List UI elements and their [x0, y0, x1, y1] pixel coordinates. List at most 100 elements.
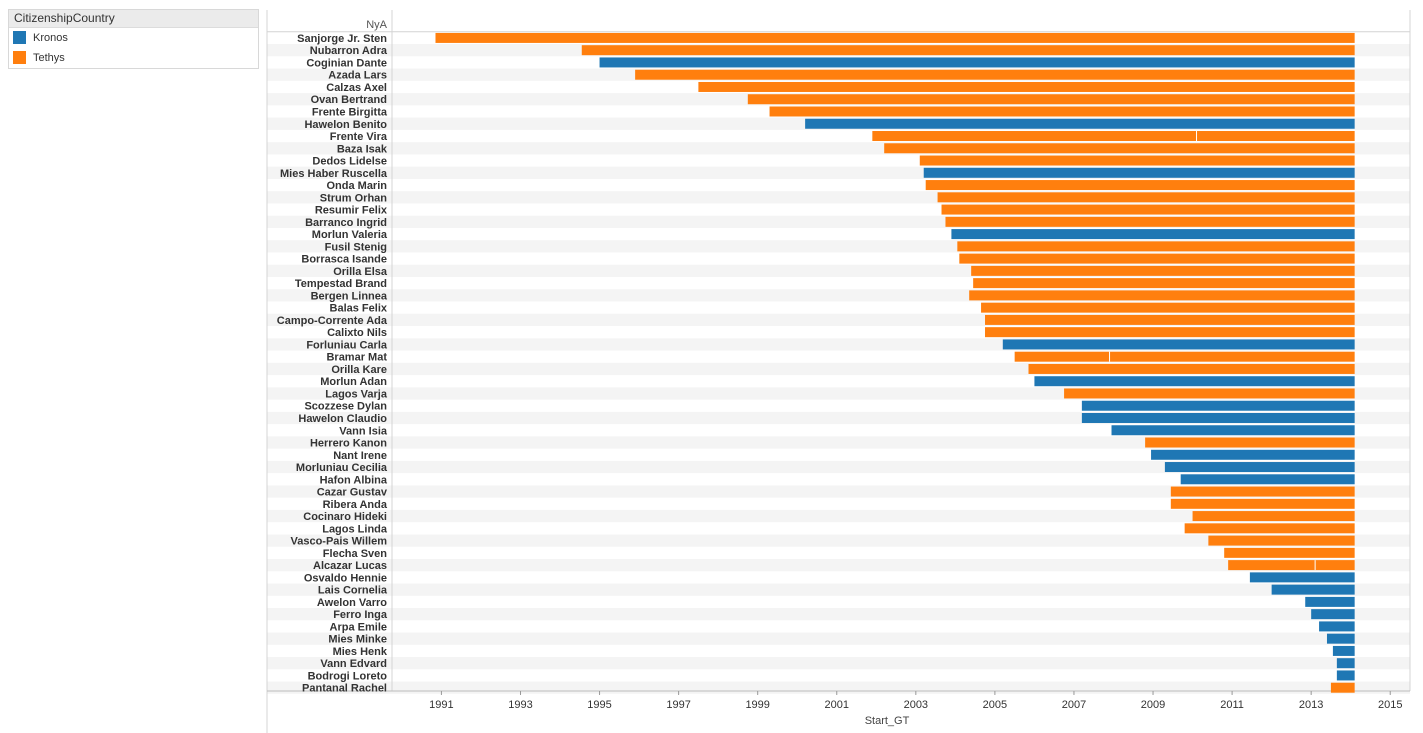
bar[interactable]: [769, 106, 1355, 117]
row-label: Vann Edvard: [320, 658, 387, 670]
bar[interactable]: [1170, 498, 1355, 509]
legend-item-kronos[interactable]: Kronos: [9, 28, 258, 48]
row-band: [267, 509, 1410, 523]
row-label: Lagos Linda: [322, 523, 388, 535]
bar[interactable]: [1326, 633, 1355, 644]
bar[interactable]: [959, 253, 1355, 264]
bar[interactable]: [1228, 560, 1355, 571]
bar[interactable]: [919, 155, 1355, 166]
bar[interactable]: [581, 45, 1355, 56]
row-band: [267, 681, 1410, 694]
bar[interactable]: [1164, 462, 1355, 473]
row-label: Onda Marin: [326, 180, 387, 192]
bar[interactable]: [1305, 596, 1355, 607]
bar[interactable]: [923, 167, 1355, 178]
x-tick-label: 2011: [1220, 699, 1244, 711]
bar[interactable]: [435, 32, 1355, 43]
bar[interactable]: [937, 192, 1355, 203]
row-label: Baza Isak: [337, 143, 388, 155]
bar[interactable]: [805, 118, 1355, 129]
bar[interactable]: [1319, 621, 1355, 632]
row-label: Dedos Lidelse: [312, 156, 387, 168]
row-label: Hawelon Benito: [304, 119, 387, 131]
row-label: Cazar Gustav: [317, 487, 388, 499]
bar[interactable]: [1151, 449, 1355, 460]
bar[interactable]: [1208, 535, 1355, 546]
bar[interactable]: [1170, 486, 1355, 497]
row-label: Orilla Kare: [331, 364, 387, 376]
x-tick-label: 2015: [1378, 699, 1402, 711]
bar[interactable]: [1184, 523, 1355, 534]
bar[interactable]: [1271, 584, 1355, 595]
bar[interactable]: [951, 229, 1355, 240]
x-tick-label: 1999: [745, 699, 769, 711]
row-label: Alcazar Lucas: [313, 560, 387, 572]
x-tick-label: 2001: [825, 699, 849, 711]
bar[interactable]: [1180, 474, 1355, 485]
bar[interactable]: [635, 69, 1355, 80]
x-tick-label: 1995: [587, 699, 611, 711]
bar[interactable]: [1145, 437, 1355, 448]
row-header-label: NyA: [366, 19, 387, 31]
bar[interactable]: [957, 241, 1355, 252]
legend-item-tethys[interactable]: Tethys: [9, 48, 258, 68]
bar[interactable]: [1028, 363, 1355, 374]
row-label: Tempestad Brand: [295, 278, 387, 290]
row-label: Flecha Sven: [323, 548, 387, 560]
row-band: [267, 460, 1410, 474]
row-label: Arpa Emile: [330, 621, 387, 633]
bar[interactable]: [1336, 670, 1355, 681]
bar[interactable]: [1081, 400, 1355, 411]
row-label: Nant Irene: [333, 450, 387, 462]
bar[interactable]: [1014, 351, 1355, 362]
bar[interactable]: [925, 180, 1355, 191]
row-label: Borrasca Isande: [301, 254, 387, 266]
bar[interactable]: [973, 278, 1355, 289]
bar[interactable]: [1064, 388, 1355, 399]
bar[interactable]: [981, 302, 1355, 313]
row-label: Morlun Valeria: [312, 229, 388, 241]
bar[interactable]: [985, 327, 1355, 338]
bar[interactable]: [1111, 425, 1355, 436]
bar[interactable]: [1002, 339, 1355, 350]
bar[interactable]: [1311, 609, 1355, 620]
row-label: Fusil Stenig: [325, 241, 387, 253]
row-label: Mies Minke: [328, 634, 387, 646]
bar[interactable]: [1332, 645, 1355, 656]
row-label: Herrero Kanon: [310, 438, 387, 450]
x-tick-label: 1997: [666, 699, 690, 711]
bar[interactable]: [1224, 547, 1355, 558]
row-label: Azada Lars: [328, 70, 387, 82]
bar[interactable]: [872, 131, 1355, 142]
row-label: Cocinaro Hideki: [303, 511, 387, 523]
bar[interactable]: [971, 265, 1355, 276]
bar[interactable]: [969, 290, 1355, 301]
bar[interactable]: [1330, 682, 1355, 693]
bar[interactable]: [1336, 658, 1355, 669]
bar[interactable]: [1192, 511, 1355, 522]
bar[interactable]: [941, 204, 1355, 215]
x-tick-label: 2005: [983, 699, 1007, 711]
row-band: [267, 657, 1410, 670]
row-label: Sanjorge Jr. Sten: [297, 33, 387, 45]
bar[interactable]: [747, 94, 1355, 105]
bar[interactable]: [1034, 376, 1355, 387]
row-label: Calixto Nils: [327, 327, 387, 339]
x-tick-label: 1991: [429, 699, 453, 711]
row-band: [267, 436, 1410, 449]
legend-swatch-tethys: [13, 51, 26, 64]
legend-label-kronos: Kronos: [33, 32, 68, 44]
row-label: Bodrogi Loreto: [308, 670, 388, 682]
row-label: Calzas Axel: [326, 82, 387, 94]
row-label: Campo-Corrente Ada: [277, 315, 388, 327]
row-label: Scozzese Dylan: [304, 401, 387, 413]
bar[interactable]: [1081, 412, 1355, 423]
row-label: Mies Henk: [333, 646, 388, 658]
bar[interactable]: [1249, 572, 1355, 583]
bar[interactable]: [985, 314, 1355, 325]
bar[interactable]: [884, 143, 1355, 154]
row-label: Frente Birgitta: [312, 106, 388, 118]
bar[interactable]: [599, 57, 1355, 68]
bar[interactable]: [945, 216, 1355, 227]
bar[interactable]: [698, 81, 1355, 92]
